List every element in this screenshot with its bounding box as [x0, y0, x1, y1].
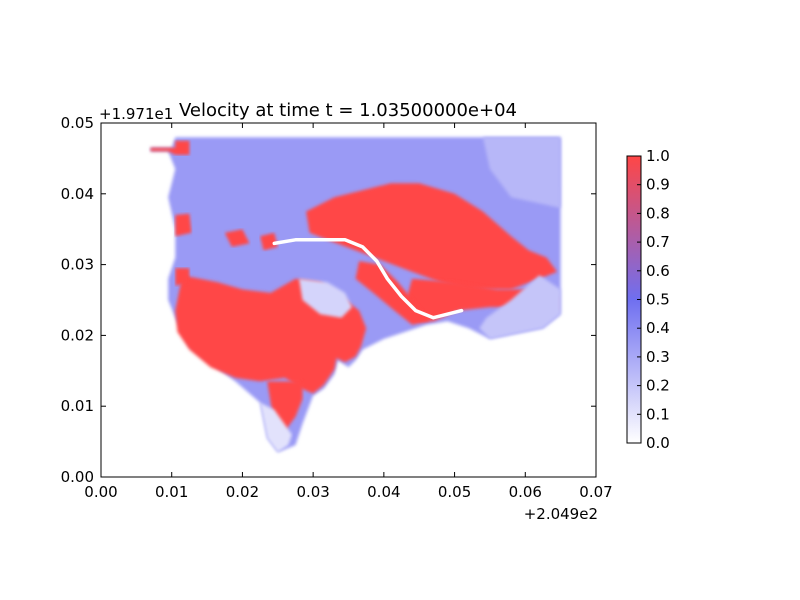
y-tick-label: 0.00: [61, 468, 94, 486]
x-tick-label: 0.02: [226, 483, 259, 501]
field-region-west-high-4: [175, 268, 190, 286]
field-region-north-east-light: [482, 137, 561, 208]
y-axis: 0.00 0.01 0.02 0.03 0.04 0.05: [61, 114, 596, 486]
x-tick-label: 0.00: [84, 483, 117, 501]
field-region-west-high-1: [175, 213, 192, 237]
y-tick-label: 0.03: [61, 256, 94, 274]
x-tick-label: 0.06: [509, 483, 542, 501]
colorbar-tick-label: 0.8: [646, 204, 670, 222]
colorbar-tick-label: 0.1: [646, 405, 670, 423]
field-region-east-high-band: [405, 278, 558, 322]
y-tick-label: 0.05: [61, 114, 94, 132]
colorbar-tick-label: 1.0: [646, 147, 670, 165]
x-tick-label: 0.04: [367, 483, 400, 501]
x-offset-label: +2.049e2: [524, 505, 598, 523]
field-region-north-west-high: [150, 140, 190, 155]
colorbar-tick-label: 0.4: [646, 319, 670, 337]
colorbar-tick-label: 0.3: [646, 348, 670, 366]
x-tick-label: 0.07: [579, 483, 612, 501]
colorbar-tick-label: 0.0: [646, 434, 670, 452]
x-tick-label: 0.03: [296, 483, 329, 501]
field-region-east-low-patch: [479, 275, 561, 339]
colorbar-tick-label: 0.9: [646, 176, 670, 194]
colorbar-ticks: 0.0 0.1 0.2 0.3 0.4 0.5 0.6 0.7 0.8 0.9 1.0: [637, 147, 670, 452]
y-tick-label: 0.04: [61, 185, 94, 203]
chart-title: Velocity at time t = 1.03500000e+04: [179, 100, 517, 121]
colorbar-tick-label: 0.7: [646, 233, 670, 251]
colorbar-tick-label: 0.5: [646, 291, 670, 309]
white-ridge-line: [272, 238, 464, 320]
field-region-interior-light: [299, 278, 352, 318]
x-axis: 0.00 0.01 0.02 0.03 0.04 0.05 0.06 0.07: [84, 123, 613, 501]
field-region-south-low: [260, 402, 292, 453]
y-tick-label: 0.02: [61, 326, 94, 344]
x-tick-label: 0.01: [155, 483, 188, 501]
field-region-west-high-3: [260, 232, 278, 251]
y-tick-label: 0.01: [61, 397, 94, 415]
velocity-field: [150, 137, 561, 453]
field-region-channel-high: [355, 261, 430, 325]
y-offset-label: +1.971e1: [99, 105, 173, 123]
field-region-north-high-band: [306, 183, 558, 290]
plot-frame: [100, 122, 597, 478]
x-tick-label: 0.05: [438, 483, 471, 501]
field-region-west-high-2: [224, 229, 250, 247]
colorbar-tick-label: 0.6: [646, 262, 670, 280]
colorbar-tick-label: 0.2: [646, 377, 670, 395]
